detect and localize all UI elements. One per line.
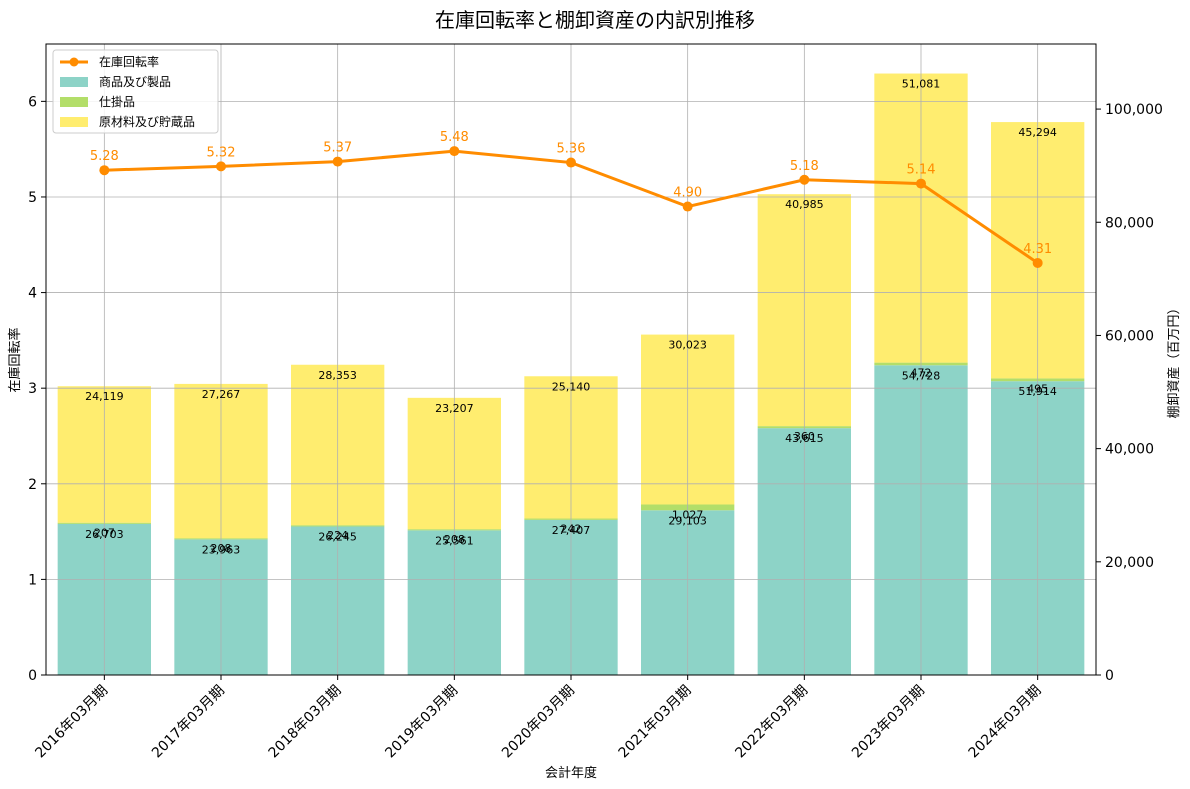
bar-value-label: 27,407 (552, 524, 591, 537)
x-tick-label: 2021年03月期 (616, 683, 695, 762)
turnover-value-label: 5.14 (907, 163, 936, 178)
turnover-value-label: 5.36 (557, 142, 586, 157)
x-tick-label: 2024年03月期 (966, 683, 1045, 762)
bar-value-label: 495 (1027, 382, 1048, 395)
turnover-value-label: 5.28 (90, 149, 119, 164)
y-right-tick-label: 0 (1105, 668, 1114, 684)
turnover-value-label: 4.31 (1023, 242, 1052, 257)
x-axis-title: 会計年度 (545, 765, 597, 781)
bar-value-label: 43,615 (785, 432, 824, 445)
x-tick-label: 2019年03月期 (382, 683, 461, 762)
x-tick-label: 2020年03月期 (499, 683, 578, 762)
bar-value-label: 29,103 (668, 514, 707, 527)
bar-value-label: 24,119 (85, 390, 124, 403)
bar-value-label: 207 (94, 527, 115, 540)
bar-value-label: 51,081 (902, 78, 941, 91)
bar-value-label: 360 (794, 430, 815, 443)
bar-value-label: 242 (561, 523, 582, 536)
bar-value-label: 27,267 (202, 388, 241, 401)
y-left-tick-label: 2 (28, 477, 37, 493)
bar-value-label: 208 (444, 533, 465, 546)
legend-line-marker (69, 57, 79, 67)
y-right-tick-label: 60,000 (1105, 328, 1154, 344)
legend-swatch (60, 97, 88, 107)
turnover-point (682, 201, 693, 212)
bar-value-label: 54,728 (902, 369, 941, 382)
turnover-point (566, 157, 576, 168)
y-axis-right-title: 棚卸資産（百万円） (1166, 301, 1182, 418)
x-tick-label: 2018年03月期 (266, 683, 345, 762)
turnover-point (99, 165, 110, 176)
turnover-value-label: 5.32 (207, 145, 236, 160)
x-tick-label: 2017年03月期 (149, 683, 228, 762)
bar-value-label: 23,207 (435, 402, 474, 415)
bar-value-label: 45,294 (1018, 126, 1057, 139)
turnover-line-group: 5.28 5.32 5.37 5.48 5.36 4.90 5.18 5.14 4.31 (90, 130, 1052, 268)
legend-box (52, 49, 219, 134)
bar-value-label: 25,561 (435, 534, 474, 547)
turnover-point (332, 156, 343, 167)
y-right-tick-label: 40,000 (1105, 442, 1154, 458)
y-left-tick-label: 6 (28, 94, 37, 110)
x-tick-label: 2016年03月期 (32, 683, 111, 762)
bar-value-label: 40,985 (785, 198, 824, 211)
x-tick-label: 2022年03月期 (732, 683, 811, 762)
x-tick-label: 2023年03月期 (849, 683, 928, 762)
legend-label: 原材料及び貯蔵品 (99, 115, 195, 129)
y-right-tick-label: 20,000 (1105, 555, 1154, 571)
bar-value-label: 208 (211, 542, 232, 555)
y-left-tick-label: 3 (28, 381, 37, 397)
bar-labels-group: 26,703 23,963 26,245 25,561 27,407 29,103 43,6… (85, 78, 1057, 557)
turnover-value-label: 5.18 (790, 159, 819, 174)
y-left-tick-label: 5 (28, 190, 37, 206)
bar-value-label: 28,353 (318, 369, 357, 382)
turnover-point (916, 178, 926, 189)
legend-label: 在庫回転率 (99, 54, 159, 69)
y-right-tick-label: 80,000 (1105, 215, 1154, 231)
legend-label: 仕掛品 (99, 94, 135, 109)
y-left-tick-label: 4 (28, 286, 37, 302)
legend-swatch (60, 77, 88, 87)
bar-value-label: 472 (911, 367, 932, 380)
bar-value-label: 26,703 (85, 528, 124, 541)
turnover-point (216, 161, 226, 172)
turnover-value-label: 4.90 (673, 186, 702, 201)
legend-swatch (60, 117, 88, 127)
turnover-value-label: 5.48 (440, 130, 469, 145)
bar-value-label: 23,963 (202, 543, 241, 556)
bar-value-label: 51,914 (1018, 385, 1057, 398)
bar-value-label: 26,245 (318, 530, 357, 543)
bar-value-label: 1,027 (672, 508, 704, 521)
bar-value-label: 25,140 (552, 380, 591, 393)
y-left-tick-label: 0 (28, 668, 37, 684)
turnover-point (449, 146, 460, 157)
turnover-value-label: 5.37 (323, 141, 352, 156)
y-left-tick-label: 1 (28, 572, 37, 588)
grid (46, 44, 1096, 676)
turnover-point (799, 174, 810, 185)
bar-value-label: 30,023 (668, 339, 707, 352)
bar-value-label: 224 (327, 529, 348, 542)
chart-title: 在庫回転率と棚卸資産の内訳別推移 (435, 8, 755, 32)
y-axis-left-title: 在庫回転率 (7, 327, 23, 392)
turnover-point (1032, 257, 1043, 268)
legend-label: 商品及び製品 (99, 74, 171, 89)
y-right-tick-label: 100,000 (1105, 102, 1163, 118)
